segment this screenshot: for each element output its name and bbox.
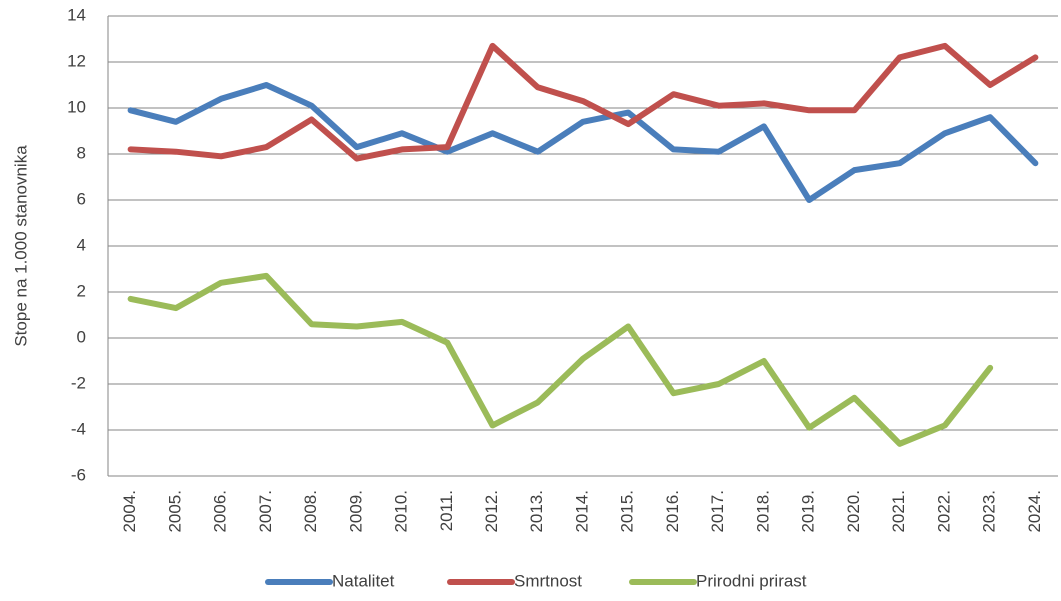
x-tick-label: 2009. bbox=[346, 490, 365, 533]
y-tick-label: 10 bbox=[67, 97, 86, 116]
x-tick-label: 2020. bbox=[844, 490, 863, 533]
y-tick-label: -4 bbox=[71, 419, 86, 438]
x-tick-label: 2005. bbox=[165, 490, 184, 533]
legend-label: Prirodni prirast bbox=[696, 571, 807, 590]
y-tick-label: 0 bbox=[77, 327, 86, 346]
x-tick-label: 2016. bbox=[663, 490, 682, 533]
x-tick-label: 2022. bbox=[934, 490, 953, 533]
x-tick-label: 2017. bbox=[708, 490, 727, 533]
x-tick-label: 2013. bbox=[527, 490, 546, 533]
y-tick-label: 12 bbox=[67, 51, 86, 70]
y-tick-label: -6 bbox=[71, 465, 86, 484]
x-tick-label: 2018. bbox=[753, 490, 772, 533]
legend-label: Natalitet bbox=[332, 571, 395, 590]
series-line bbox=[127, 42, 1039, 162]
x-tick-label: 2014. bbox=[572, 490, 591, 533]
x-tick-label: 2024. bbox=[1025, 490, 1044, 533]
y-tick-label: 2 bbox=[77, 281, 86, 300]
y-tick-label: 8 bbox=[77, 143, 86, 162]
x-tick-label: 2021. bbox=[889, 490, 908, 533]
x-tick-label: 2011. bbox=[437, 490, 456, 531]
x-tick-label: 2012. bbox=[482, 490, 501, 533]
x-tick-label: 2019. bbox=[799, 490, 818, 533]
legend-label: Smrtnost bbox=[514, 571, 582, 590]
y-tick-label: -2 bbox=[71, 373, 86, 392]
x-tick-label: 2007. bbox=[256, 490, 275, 533]
x-tick-label: 2023. bbox=[980, 490, 999, 533]
x-tick-label: 2008. bbox=[301, 490, 320, 533]
series-line bbox=[127, 272, 994, 447]
x-tick-label: 2006. bbox=[211, 490, 230, 533]
series-line bbox=[127, 82, 1039, 203]
x-tick-label: 2015. bbox=[618, 490, 637, 533]
y-axis-label: Stope na 1.000 stanovnika bbox=[11, 145, 30, 347]
y-tick-label: 4 bbox=[77, 235, 86, 254]
y-tick-label: 6 bbox=[77, 189, 86, 208]
x-tick-label: 2004. bbox=[120, 490, 139, 533]
x-tick-label: 2010. bbox=[392, 490, 411, 533]
y-tick-label: 14 bbox=[67, 5, 86, 24]
